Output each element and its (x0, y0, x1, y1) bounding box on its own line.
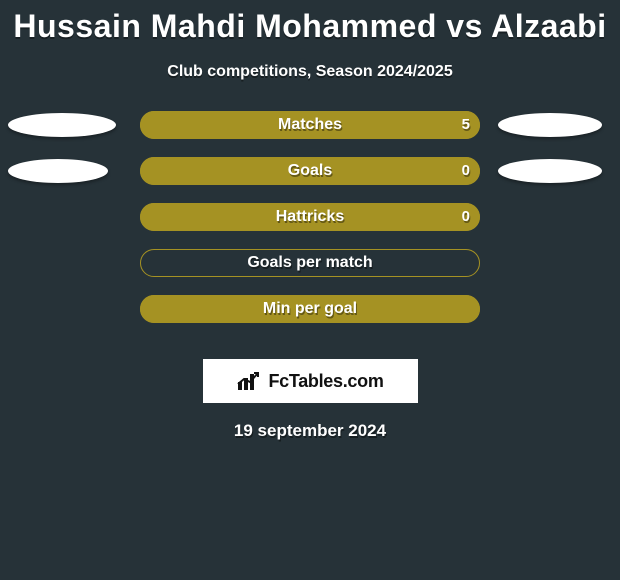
stat-row: Goals0 (0, 157, 620, 203)
page-title: Hussain Mahdi Mohammed vs Alzaabi (0, 8, 620, 45)
stat-row: Min per goal (0, 295, 620, 341)
bar-label: Hattricks (140, 203, 480, 231)
player-avatar-placeholder (498, 113, 602, 137)
bar-chart-icon (236, 370, 262, 392)
source-logo: FcTables.com (203, 359, 418, 403)
stat-row: Hattricks0 (0, 203, 620, 249)
stat-row: Goals per match (0, 249, 620, 295)
stats-chart: Matches5Goals0Hattricks0Goals per matchM… (0, 111, 620, 341)
bar-value: 0 (462, 157, 470, 185)
bar-label: Matches (140, 111, 480, 139)
logo-text: FcTables.com (268, 371, 383, 392)
snapshot-date: 19 september 2024 (0, 421, 620, 441)
bar-label: Goals per match (140, 249, 480, 277)
stats-comparison-card: Hussain Mahdi Mohammed vs Alzaabi Club c… (0, 0, 620, 580)
page-subtitle: Club competitions, Season 2024/2025 (0, 63, 620, 81)
bar-value: 5 (462, 111, 470, 139)
bar-value: 0 (462, 203, 470, 231)
player-avatar-placeholder (8, 113, 116, 137)
bar-label: Goals (140, 157, 480, 185)
player-avatar-placeholder (498, 159, 602, 183)
bar-label: Min per goal (140, 295, 480, 323)
stat-row: Matches5 (0, 111, 620, 157)
player-avatar-placeholder (8, 159, 108, 183)
